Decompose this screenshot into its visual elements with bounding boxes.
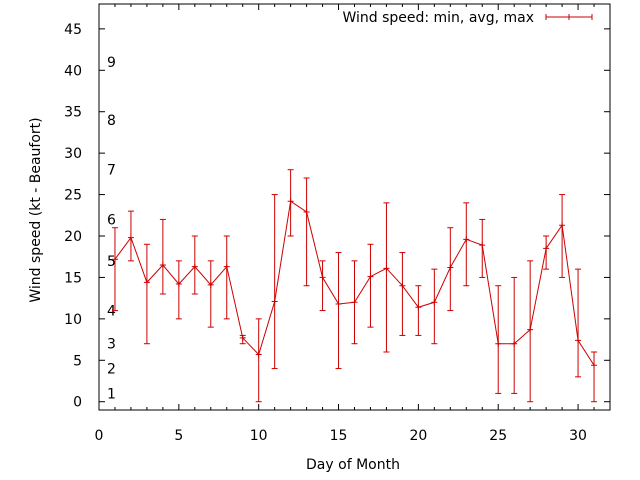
beaufort-label: 8 [107, 113, 116, 129]
beaufort-label: 3 [107, 337, 116, 353]
x-tick-label: 30 [569, 428, 587, 444]
series-layer [111, 198, 598, 369]
axis-ticks [98, 4, 611, 410]
y-axis-label: Wind speed (kt - Beaufort) [28, 117, 44, 302]
beaufort-label: 2 [107, 362, 116, 378]
x-tick-label: 5 [174, 428, 183, 444]
beaufort-label: 7 [107, 163, 116, 179]
error-bars [111, 169, 598, 403]
x-axis-label: Day of Month [306, 457, 400, 473]
beaufort-label: 1 [107, 386, 116, 402]
beaufort-label: 6 [107, 212, 116, 228]
x-tick-label: 25 [489, 428, 507, 444]
series-line [114, 200, 595, 366]
beaufort-label: 5 [107, 254, 116, 270]
legend-label: Wind speed: min, avg, max [342, 10, 534, 26]
y-tick-label: 30 [64, 146, 82, 162]
y-tick-label: 25 [64, 188, 82, 204]
y-tick-label: 20 [64, 229, 82, 245]
legend: Wind speed: min, avg, max [342, 10, 593, 26]
plot-border [98, 3, 611, 411]
beaufort-scale: 1 2 3 4 5 6 7 8 9 [107, 55, 116, 402]
y-tick-label: 45 [64, 22, 82, 38]
beaufort-label: 9 [107, 55, 116, 71]
x-tick-label: 10 [250, 428, 268, 444]
y-tick-label: 15 [64, 270, 82, 286]
x-tick-label: 15 [330, 428, 348, 444]
beaufort-label: 4 [107, 304, 116, 320]
y-tick-label: 0 [73, 395, 82, 411]
x-tick-label: 0 [95, 428, 104, 444]
plot-frame [98, 3, 611, 411]
y-tick-label: 40 [64, 63, 82, 79]
y-tick-label: 10 [64, 312, 82, 328]
y-tick-label: 5 [73, 353, 82, 369]
y-tick-label: 35 [64, 105, 82, 121]
x-tick-label: 20 [409, 428, 427, 444]
